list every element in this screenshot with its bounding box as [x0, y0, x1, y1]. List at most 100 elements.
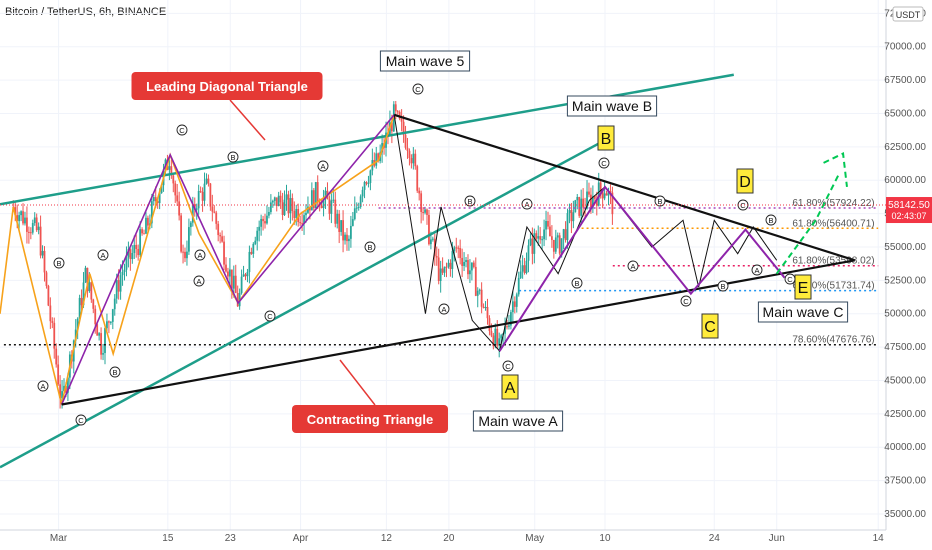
candle-body — [394, 104, 397, 112]
candle-body — [244, 274, 247, 277]
circle-text: B — [56, 259, 61, 268]
candle-body — [80, 297, 83, 306]
circled-letter: C — [176, 124, 188, 136]
candle-body — [92, 299, 95, 309]
candle-body — [609, 191, 612, 193]
candle-body — [281, 202, 284, 215]
candle-body — [420, 193, 423, 213]
yellow-label-e: E — [794, 274, 812, 300]
candle-body — [566, 213, 569, 241]
candle-body — [469, 270, 471, 275]
candle-body — [39, 226, 42, 256]
candle-body — [533, 233, 536, 254]
candle-body — [106, 321, 108, 329]
candle-body — [334, 199, 337, 224]
candle-body — [418, 190, 421, 194]
label-box — [736, 168, 754, 194]
time-tick-label: 10 — [599, 533, 611, 544]
candle-body — [33, 217, 36, 224]
candle-body — [129, 249, 132, 260]
candle-body — [351, 219, 354, 226]
price-tick-label: 67500.00 — [884, 75, 926, 86]
circled-letter: A — [194, 249, 206, 261]
candle-body — [117, 280, 120, 292]
candle-body — [541, 239, 544, 241]
candle-body — [467, 260, 469, 275]
candle-body — [111, 309, 114, 322]
candle-body — [209, 183, 212, 207]
candle-body — [504, 326, 506, 334]
price-box-bg — [886, 197, 932, 224]
circle-mark — [97, 249, 109, 261]
circled-letter: B — [571, 277, 583, 289]
label-text: Leading Diagonal Triangle — [146, 79, 308, 94]
candle-body — [228, 269, 231, 277]
time-tick-label: 12 — [381, 533, 393, 544]
circled-letter: B — [464, 195, 476, 207]
label-box — [597, 125, 615, 151]
time-tick-label: Jun — [769, 533, 785, 544]
candle-body — [49, 305, 52, 322]
candle-body — [470, 262, 473, 271]
circle-mark — [654, 195, 666, 207]
candle-body — [599, 182, 602, 192]
circle-mark — [193, 275, 205, 287]
candle-body — [221, 236, 223, 242]
contracting-lower-line — [61, 259, 855, 406]
currency-box-frame — [892, 6, 924, 22]
candle-body — [597, 182, 600, 206]
fib-label: 61.80%(53598.02) — [792, 256, 874, 267]
circle-mark — [194, 249, 206, 261]
candle-body — [556, 235, 559, 238]
candle-body — [316, 182, 319, 202]
candle-body — [554, 237, 557, 252]
circled-letter: B — [53, 257, 65, 269]
candle-body — [537, 236, 540, 239]
candle-body — [240, 276, 243, 293]
candle-body — [109, 321, 112, 323]
candle-body — [490, 330, 493, 336]
circle-text: C — [179, 126, 185, 135]
candle-body — [139, 229, 142, 256]
candle-body — [266, 215, 268, 224]
candle-body — [74, 329, 77, 341]
candle-body — [447, 262, 450, 267]
label-box — [292, 405, 448, 433]
candle-body — [435, 256, 438, 258]
candle-body — [158, 193, 161, 204]
candle-body — [478, 289, 481, 291]
leader-line — [229, 99, 266, 141]
candle-body — [225, 264, 227, 272]
candle-body — [211, 206, 214, 212]
candle-body — [404, 134, 407, 148]
circle-text: C — [601, 159, 607, 168]
candle-body — [100, 333, 102, 355]
candle-body — [511, 301, 514, 313]
candle-body — [102, 353, 104, 355]
candle-body — [527, 245, 530, 261]
candle-body — [543, 229, 545, 240]
candle-body — [301, 223, 303, 225]
leader-line — [339, 359, 376, 406]
label-box — [472, 410, 564, 432]
candle-body — [217, 223, 220, 236]
label-box — [566, 95, 658, 117]
candle-body — [309, 206, 311, 211]
circle-mark — [364, 241, 376, 253]
yellow-label-a: A — [501, 374, 519, 400]
circle-mark — [75, 414, 87, 426]
candle-body — [590, 194, 592, 208]
circled-letter: B — [109, 366, 121, 378]
candle-body — [328, 199, 331, 214]
candle-body — [178, 201, 181, 216]
candle-body — [437, 257, 440, 282]
price-tick-label: 60000.00 — [884, 175, 926, 186]
circle-text: C — [740, 201, 746, 210]
candle-body — [314, 182, 317, 209]
candle-body — [320, 205, 323, 209]
circle-text: C — [267, 312, 273, 321]
circle-text: A — [441, 305, 446, 314]
time-tick-label: Apr — [293, 533, 309, 544]
